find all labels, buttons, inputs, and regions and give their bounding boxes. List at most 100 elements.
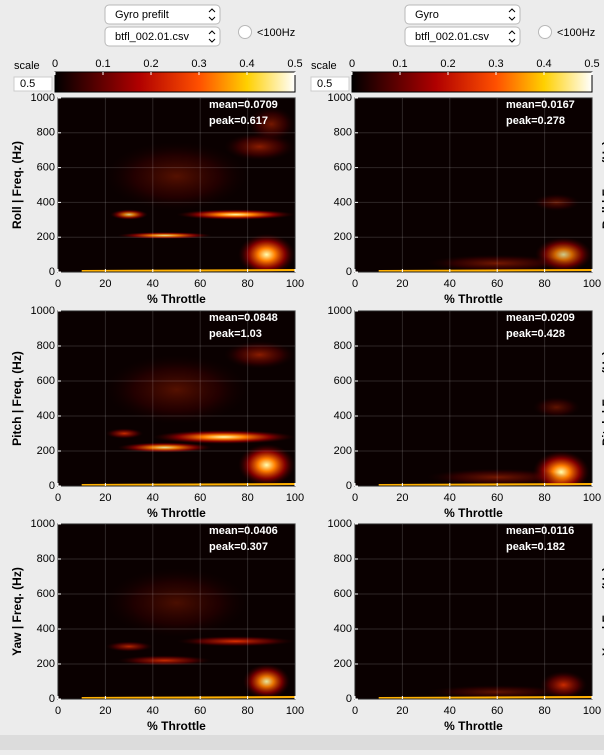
scale-label: scale (311, 60, 337, 72)
peak-annotation: peak=0.307 (209, 541, 268, 553)
y-tick-label: 200 (37, 658, 55, 670)
radio-label: <100Hz (257, 27, 295, 39)
x-tick-label: 60 (194, 492, 206, 504)
colorbar-tick-label: 0.2 (440, 58, 455, 70)
colorbar (351, 71, 593, 93)
x-axis-label: % Throttle (444, 506, 503, 520)
colorbar-tick-label: 0.5 (584, 58, 599, 70)
x-tick-label: 40 (444, 278, 456, 290)
y-tick-label: 400 (37, 196, 55, 208)
y-tick-label: 1000 (31, 92, 55, 104)
colorbar-tick-label: 0 (52, 58, 58, 70)
y-axis-label: Roll | Freq. (Hz) (10, 141, 24, 229)
dropdown-label: Gyro (415, 9, 439, 21)
y-tick-label: 800 (37, 127, 55, 139)
y-tick-label: 800 (334, 127, 352, 139)
heat-region (110, 209, 149, 220)
heat-base-line (378, 483, 592, 486)
radio-button[interactable] (538, 25, 552, 39)
mean-annotation: mean=0.0116 (506, 525, 574, 537)
mean-annotation: mean=0.0406 (209, 525, 278, 537)
y-tick-label: 200 (334, 445, 352, 457)
x-axis-label: % Throttle (147, 292, 206, 306)
heat-region (176, 209, 295, 220)
heatmap (378, 671, 592, 699)
x-tick-label: 80 (538, 278, 550, 290)
heat-base-line (378, 269, 592, 272)
peak-annotation: peak=0.617 (209, 115, 268, 127)
y-tick-label: 400 (334, 623, 352, 635)
x-tick-label: 60 (194, 705, 206, 717)
x-tick-label: 0 (55, 705, 61, 717)
y-tick-label: 200 (37, 445, 55, 457)
dropdown[interactable] (104, 26, 221, 47)
plot-frame (354, 523, 593, 700)
y-axis-label: Yaw | Freq. (Hz) (10, 567, 24, 656)
x-tick-label: 40 (444, 705, 456, 717)
heat-region (247, 106, 295, 142)
dropdown[interactable] (104, 4, 221, 25)
plot-frame (354, 310, 593, 487)
y-tick-label: 200 (334, 658, 352, 670)
mean-annotation: mean=0.0709 (209, 99, 278, 111)
y-tick-label: 0 (346, 480, 352, 492)
y-tick-label: 1000 (328, 518, 352, 530)
colorbar (54, 71, 296, 93)
y-tick-label: 800 (37, 553, 55, 565)
x-tick-label: 0 (352, 492, 358, 504)
x-tick-label: 40 (444, 492, 456, 504)
x-axis-label: % Throttle (147, 506, 206, 520)
radio-button[interactable] (238, 25, 252, 39)
colorbar-tick-label: 0.3 (488, 58, 503, 70)
heat-base-line (81, 269, 295, 272)
heat-region (105, 567, 248, 638)
dropdown-arrow (508, 8, 516, 21)
x-axis-label: % Throttle (444, 719, 503, 733)
x-axis-label: % Throttle (147, 719, 206, 733)
x-tick-label: 80 (538, 492, 550, 504)
heatmap-bg (355, 524, 592, 699)
x-tick-label: 60 (491, 492, 503, 504)
peak-annotation: peak=0.182 (506, 541, 565, 553)
heatmap (81, 340, 295, 486)
heat-region (426, 685, 569, 699)
dropdown-label: btfl_002.01.csv (415, 31, 489, 43)
peak-annotation: peak=1.03 (209, 328, 262, 340)
heat-region (242, 664, 291, 699)
x-tick-label: 0 (352, 278, 358, 290)
y-tick-label: 200 (334, 231, 352, 243)
x-tick-label: 100 (583, 492, 601, 504)
scale-input[interactable] (310, 76, 350, 92)
x-tick-label: 20 (99, 705, 111, 717)
heat-region (105, 141, 248, 212)
mean-annotation: mean=0.0848 (209, 312, 278, 324)
heat-region (426, 468, 569, 486)
scale-input[interactable] (13, 76, 53, 92)
x-tick-label: 60 (194, 278, 206, 290)
y-tick-label: 1000 (31, 518, 55, 530)
heat-region (105, 428, 144, 439)
y-tick-label: 400 (37, 623, 55, 635)
colorbar-tick-label: 0.5 (287, 58, 302, 70)
y-tick-label: 600 (334, 162, 352, 174)
peak-annotation: peak=0.278 (506, 115, 565, 127)
plot-frame (57, 97, 296, 273)
plot-frame (354, 97, 593, 273)
x-tick-label: 100 (286, 278, 304, 290)
x-tick-label: 60 (491, 705, 503, 717)
x-tick-label: 100 (286, 492, 304, 504)
heat-base-line (81, 483, 295, 486)
dropdown[interactable] (404, 26, 521, 47)
dropdown-arrow (208, 8, 216, 21)
colorbar-tick-label: 0.1 (392, 58, 407, 70)
heat-region (238, 444, 295, 486)
y-tick-label: 600 (334, 375, 352, 387)
mean-annotation: mean=0.0167 (506, 99, 575, 111)
heat-region (426, 254, 569, 272)
colorbar-tick-label: 0.3 (191, 58, 206, 70)
dropdown[interactable] (404, 4, 521, 25)
y-tick-label: 0 (49, 266, 55, 278)
x-tick-label: 20 (396, 492, 408, 504)
heat-region (532, 193, 581, 212)
